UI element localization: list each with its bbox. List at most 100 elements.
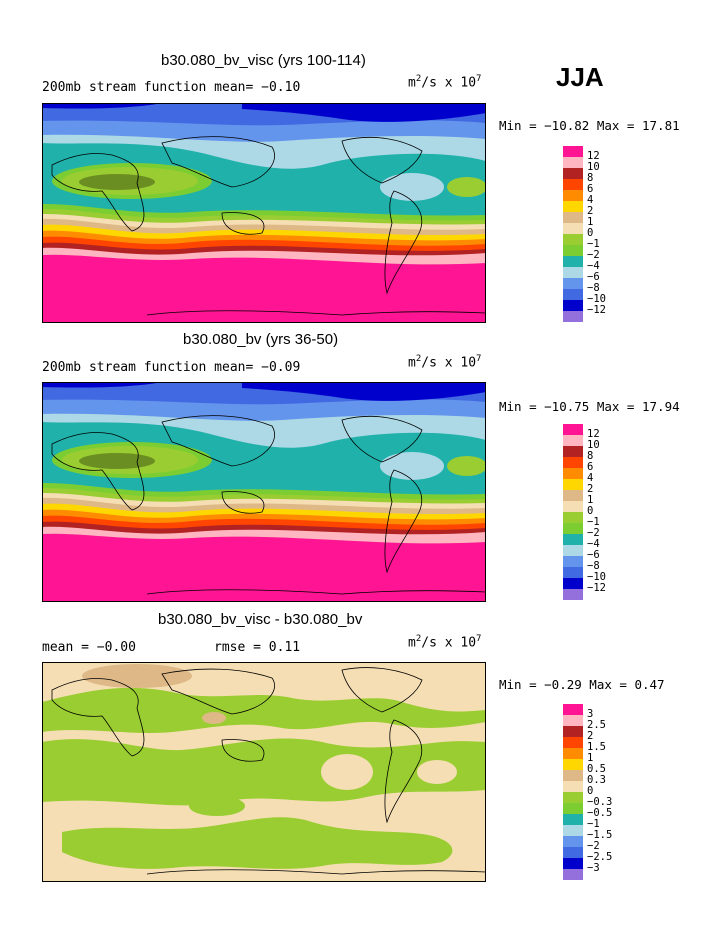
colorbar-swatch	[563, 814, 583, 825]
colorbar-tick-label: −3	[587, 862, 600, 874]
colorbar-swatch	[563, 869, 583, 880]
colorbar-swatch	[563, 201, 583, 212]
colorbar-tick-label: 2	[587, 483, 594, 495]
colorbar-tick-label: −0.3	[587, 796, 613, 808]
colorbar-swatch	[563, 446, 583, 457]
colorbar-swatch	[563, 523, 583, 534]
colorbar-swatch	[563, 512, 583, 523]
colorbar-swatch	[563, 847, 583, 858]
colorbar-tick-label: −4	[587, 260, 600, 272]
colorbar-tick-label: 4	[587, 194, 594, 206]
colorbar-swatch	[563, 267, 583, 278]
panel2-map	[42, 382, 486, 602]
colorbar-tick-label: 10	[587, 439, 600, 451]
colorbar-swatch	[563, 770, 583, 781]
colorbar-swatch	[563, 545, 583, 556]
colorbar-swatch	[563, 435, 583, 446]
colorbar-swatch	[563, 737, 583, 748]
colorbar-tick-label: −1	[587, 516, 600, 528]
colorbar-swatch	[563, 146, 583, 157]
colorbar-swatch	[563, 278, 583, 289]
colorbar-tick-label: −2.5	[587, 851, 613, 863]
colorbar-tick-label: −1	[587, 238, 600, 250]
colorbar-tick-label: 2.5	[587, 719, 606, 731]
panel3-map	[42, 662, 486, 882]
panel1-left-label: 200mb stream function mean= −0.10	[42, 80, 301, 95]
colorbar-tick-label: 1	[587, 752, 594, 764]
colorbar-tick-label: −2	[587, 840, 600, 852]
colorbar-swatch	[563, 534, 583, 545]
colorbar-swatch	[563, 726, 583, 737]
panel2-title: b30.080_bv (yrs 36-50)	[183, 331, 339, 348]
colorbar-tick-label: −8	[587, 560, 600, 572]
colorbar-tick-label: 0.3	[587, 774, 606, 786]
panel3-title: b30.080_bv_visc - b30.080_bv	[158, 611, 363, 628]
colorbar-swatch	[563, 179, 583, 190]
panel1-map	[42, 103, 486, 323]
colorbar-swatch	[563, 234, 583, 245]
colorbar-tick-label: −4	[587, 538, 600, 550]
colorbar-swatch	[563, 311, 583, 322]
colorbar-swatch	[563, 781, 583, 792]
panel2-minmax: Min = −10.75 Max = 17.94	[499, 399, 680, 414]
colorbar-swatch	[563, 168, 583, 179]
colorbar-tick-label: 8	[587, 450, 594, 462]
colorbar-swatch	[563, 578, 583, 589]
colorbar-swatch	[563, 468, 583, 479]
colorbar-swatch	[563, 556, 583, 567]
colorbar-swatch	[563, 300, 583, 311]
colorbar-tick-label: 1	[587, 494, 594, 506]
colorbar-swatch	[563, 836, 583, 847]
colorbar-tick-label: 8	[587, 172, 594, 184]
panel3-minmax: Min = −0.29 Max = 0.47	[499, 677, 665, 692]
colorbar-tick-label: −1	[587, 818, 600, 830]
colorbar-tick-label: 6	[587, 461, 594, 473]
colorbar-swatch	[563, 715, 583, 726]
colorbar-swatch	[563, 759, 583, 770]
colorbar-tick-label: 10	[587, 161, 600, 173]
colorbar-tick-label: 0	[587, 505, 594, 517]
colorbar-tick-label: 12	[587, 428, 600, 440]
panel3-left-label: mean = −0.00	[42, 640, 136, 655]
colorbar-swatch	[563, 424, 583, 435]
colorbar-tick-label: −10	[587, 293, 606, 305]
colorbar-swatch	[563, 223, 583, 234]
colorbar-tick-label: 0	[587, 785, 594, 797]
panel1-minmax: Min = −10.82 Max = 17.81	[499, 118, 680, 133]
colorbar-swatch	[563, 792, 583, 803]
colorbar-tick-label: 0.5	[587, 763, 606, 775]
colorbar-swatch	[563, 501, 583, 512]
colorbar-tick-label: 12	[587, 150, 600, 162]
colorbar-swatch	[563, 457, 583, 468]
colorbar-tick-label: −8	[587, 282, 600, 294]
colorbar-tick-label: −2	[587, 527, 600, 539]
panel1-title: b30.080_bv_visc (yrs 100-114)	[161, 52, 366, 69]
colorbar-tick-label: 6	[587, 183, 594, 195]
colorbar-swatch	[563, 567, 583, 578]
colorbar-swatch	[563, 589, 583, 600]
colorbar-swatch	[563, 479, 583, 490]
colorbar-tick-label: 0	[587, 227, 594, 239]
colorbar-swatch	[563, 803, 583, 814]
colorbar-tick-label: 1.5	[587, 741, 606, 753]
colorbar-swatch	[563, 212, 583, 223]
colorbar-swatch	[563, 256, 583, 267]
colorbar-swatch	[563, 825, 583, 836]
colorbar-tick-label: −6	[587, 549, 600, 561]
panel2-left-label: 200mb stream function mean= −0.09	[42, 360, 301, 375]
colorbar-tick-label: −6	[587, 271, 600, 283]
colorbar-tick-label: −12	[587, 582, 606, 594]
colorbar-swatch	[563, 289, 583, 300]
colorbar-tick-label: 1	[587, 216, 594, 228]
colorbar-swatch	[563, 748, 583, 759]
season-label: JJA	[556, 62, 604, 92]
colorbar-tick-label: −10	[587, 571, 606, 583]
colorbar-tick-label: −12	[587, 304, 606, 316]
colorbar-swatch	[563, 704, 583, 715]
colorbar-tick-label: 2	[587, 205, 594, 217]
panel3-rmse-label: rmse = 0.11	[214, 640, 301, 655]
colorbar-tick-label: 3	[587, 708, 594, 720]
colorbar-swatch	[563, 245, 583, 256]
colorbar-tick-label: 2	[587, 730, 594, 742]
panel2-units: m2/s x 107	[408, 354, 482, 371]
